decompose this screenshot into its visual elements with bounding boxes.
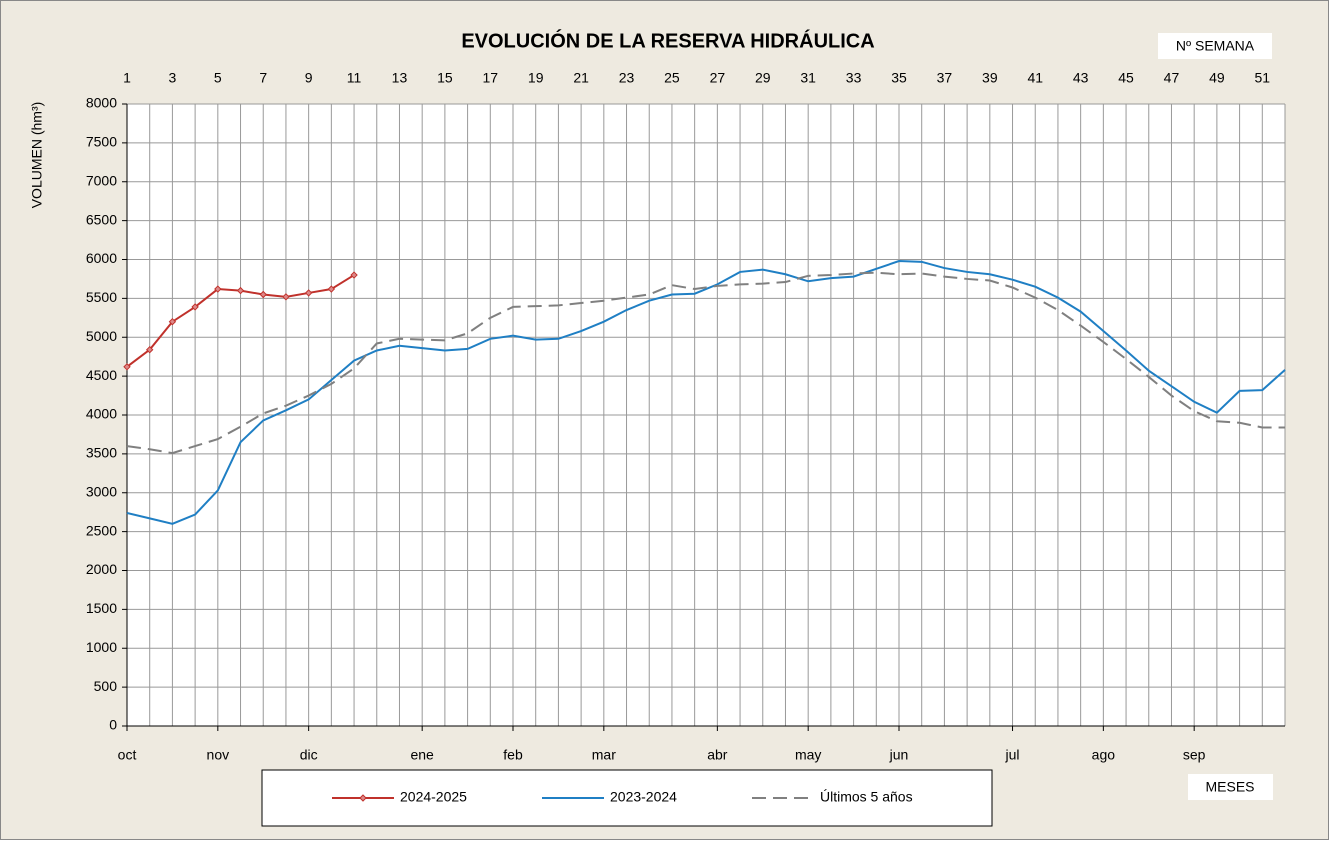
- month-label: mar: [592, 747, 616, 763]
- point-marker: [191, 303, 199, 311]
- point-marker: [327, 285, 336, 293]
- top-axis-label: Nº SEMANA: [1176, 38, 1255, 54]
- month-label: ene: [410, 747, 434, 763]
- series-line: [126, 271, 1285, 455]
- point-marker: [123, 363, 131, 371]
- month-label: may: [795, 747, 821, 763]
- series-line: [126, 260, 1286, 525]
- x-tick-label: 19: [528, 70, 544, 86]
- x-tick-label: 17: [483, 70, 499, 86]
- x-tick-label: 11: [347, 70, 362, 86]
- y-tick-label: 1000: [86, 639, 117, 655]
- x-tick-label: 51: [1255, 70, 1271, 86]
- x-tick-label: 33: [846, 70, 862, 86]
- y-tick-label: 7000: [86, 172, 117, 188]
- x-tick-label: 27: [710, 70, 726, 86]
- x-tick-label: 15: [437, 70, 453, 86]
- y-tick-label: 3500: [86, 445, 117, 461]
- point-marker: [145, 345, 154, 354]
- y-tick-label: 3000: [86, 483, 117, 499]
- x-tick-label: 7: [259, 70, 267, 86]
- month-axis-label: MESES: [1205, 779, 1254, 795]
- y-tick-label: 5000: [86, 328, 117, 344]
- x-tick-label: 43: [1073, 70, 1089, 86]
- legend-label: 2023-2024: [610, 789, 677, 805]
- x-tick-label: 31: [800, 70, 816, 86]
- y-tick-label: 4500: [86, 367, 117, 383]
- x-tick-label: 49: [1209, 70, 1225, 86]
- x-tick-label: 3: [169, 70, 177, 86]
- x-tick-label: 1: [123, 70, 131, 86]
- x-tick-label: 45: [1118, 70, 1134, 86]
- point-marker: [259, 290, 267, 299]
- y-tick-label: 7500: [86, 134, 117, 150]
- x-tick-label: 41: [1027, 70, 1043, 86]
- point-marker: [168, 317, 177, 326]
- x-tick-label: 47: [1164, 70, 1180, 86]
- y-tick-label: 4000: [86, 406, 117, 422]
- chart-title: EVOLUCIÓN DE LA RESERVA HIDRÁULICA: [461, 28, 874, 52]
- x-tick-label: 5: [214, 70, 222, 86]
- month-axis-label-box: [1188, 774, 1273, 800]
- legend-label: Últimos 5 años: [820, 789, 913, 805]
- month-label: oct: [118, 747, 137, 763]
- x-tick-label: 23: [619, 70, 635, 86]
- month-label: nov: [207, 747, 230, 763]
- y-tick-label: 8000: [86, 95, 117, 111]
- x-tick-label: 37: [937, 70, 953, 86]
- x-tick-label: 21: [573, 70, 589, 86]
- x-tick-label: 9: [305, 70, 313, 86]
- x-tick-label: 29: [755, 70, 771, 86]
- month-label: sep: [1183, 747, 1206, 763]
- legend-marker: [359, 794, 367, 802]
- legend-label: 2024-2025: [400, 789, 467, 805]
- x-tick-label: 39: [982, 70, 998, 86]
- x-tick-label: 13: [392, 70, 408, 86]
- month-label: jul: [1005, 747, 1020, 763]
- y-tick-label: 2500: [86, 522, 117, 538]
- month-label: abr: [707, 747, 728, 763]
- y-tick-label: 500: [94, 678, 118, 694]
- point-marker: [282, 293, 290, 301]
- y-tick-label: 1500: [86, 600, 117, 616]
- point-marker: [350, 271, 358, 279]
- y-tick-label: 0: [109, 717, 117, 733]
- month-label: dic: [300, 747, 318, 763]
- top-axis-label-box: [1158, 33, 1272, 59]
- x-tick-label: 35: [891, 70, 907, 86]
- y-tick-label: 6500: [86, 211, 117, 227]
- month-label: feb: [503, 747, 523, 763]
- y-tick-label: 6000: [86, 250, 117, 266]
- y-axis-label: VOLUMEN (hm³): [29, 102, 45, 209]
- month-label: jun: [889, 747, 909, 763]
- x-tick-label: 25: [664, 70, 680, 86]
- y-tick-label: 2000: [86, 561, 117, 577]
- point-marker: [304, 289, 313, 297]
- point-marker: [236, 286, 245, 295]
- point-marker: [214, 285, 222, 293]
- y-tick-label: 5500: [86, 289, 117, 305]
- month-label: ago: [1092, 747, 1116, 763]
